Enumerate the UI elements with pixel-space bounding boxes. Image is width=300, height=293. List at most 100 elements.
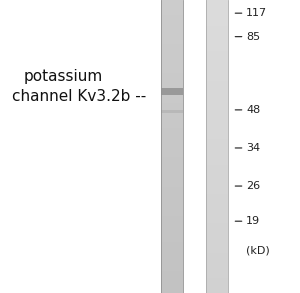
Bar xyxy=(160,216,183,220)
Bar xyxy=(160,0,183,4)
Bar xyxy=(160,4,183,7)
Bar xyxy=(160,202,183,205)
Bar xyxy=(160,121,183,125)
Bar xyxy=(206,114,228,117)
Bar xyxy=(206,135,228,139)
Bar xyxy=(160,143,183,146)
Text: potassium: potassium xyxy=(24,69,103,84)
Text: 117: 117 xyxy=(246,8,267,18)
Bar xyxy=(206,128,228,132)
Bar xyxy=(160,62,183,66)
Bar xyxy=(160,278,183,282)
Bar xyxy=(206,227,228,231)
Bar xyxy=(206,168,228,172)
Bar xyxy=(160,110,183,113)
Bar xyxy=(206,202,228,205)
Bar xyxy=(160,161,183,165)
Bar xyxy=(160,260,183,264)
Bar xyxy=(206,253,228,256)
Bar xyxy=(160,59,183,62)
Bar xyxy=(206,158,228,161)
Bar xyxy=(160,264,183,267)
Bar xyxy=(206,81,228,84)
Text: 19: 19 xyxy=(246,216,260,226)
Bar xyxy=(206,40,228,44)
Bar xyxy=(206,234,228,238)
Bar xyxy=(160,117,183,121)
Bar xyxy=(160,168,183,172)
Bar xyxy=(160,238,183,242)
Bar xyxy=(160,223,183,227)
Bar xyxy=(160,139,183,143)
Bar xyxy=(160,220,183,224)
Bar xyxy=(206,139,228,143)
Bar xyxy=(160,132,183,135)
Bar xyxy=(160,234,183,238)
Bar xyxy=(160,165,183,168)
Bar xyxy=(206,132,228,135)
Bar xyxy=(206,106,228,110)
Bar xyxy=(206,33,228,37)
Bar xyxy=(206,44,228,47)
Bar xyxy=(206,70,228,73)
Bar xyxy=(160,172,183,176)
Bar xyxy=(206,179,228,183)
Bar xyxy=(206,125,228,128)
Bar xyxy=(160,110,183,113)
Bar xyxy=(160,190,183,194)
Bar xyxy=(206,59,228,62)
Bar xyxy=(206,271,228,275)
Bar xyxy=(206,198,228,202)
Bar xyxy=(206,278,228,282)
Bar xyxy=(160,7,183,11)
Bar xyxy=(160,125,183,128)
Bar xyxy=(160,231,183,234)
Bar xyxy=(206,103,228,106)
Bar xyxy=(160,154,183,157)
Bar xyxy=(160,55,183,59)
Bar xyxy=(160,179,183,183)
Bar xyxy=(160,187,183,190)
Bar xyxy=(160,47,183,51)
Bar xyxy=(160,11,183,15)
Bar xyxy=(160,286,183,289)
Bar xyxy=(206,242,228,246)
Bar xyxy=(206,190,228,194)
Bar xyxy=(160,73,183,77)
Bar xyxy=(206,37,228,40)
Bar xyxy=(160,205,183,209)
Bar xyxy=(206,260,228,264)
Bar xyxy=(160,91,183,95)
Bar xyxy=(160,150,183,154)
Bar xyxy=(160,29,183,33)
Bar xyxy=(160,246,183,249)
Bar xyxy=(206,47,228,51)
Bar xyxy=(160,22,183,25)
Bar xyxy=(206,165,228,168)
Bar xyxy=(160,198,183,202)
Bar xyxy=(206,282,228,286)
Bar xyxy=(206,99,228,103)
Bar xyxy=(206,15,228,18)
Bar xyxy=(160,289,183,293)
Bar xyxy=(206,18,228,22)
Bar xyxy=(206,231,228,234)
Bar xyxy=(206,91,228,95)
Bar xyxy=(160,26,183,29)
Bar xyxy=(160,275,183,278)
Bar xyxy=(206,238,228,242)
Bar xyxy=(206,161,228,165)
Bar xyxy=(206,66,228,70)
Bar xyxy=(160,99,183,103)
Bar xyxy=(160,51,183,55)
Bar xyxy=(160,209,183,212)
Bar xyxy=(160,256,183,260)
Bar xyxy=(206,205,228,209)
Bar xyxy=(206,121,228,125)
Bar xyxy=(160,106,183,110)
Bar xyxy=(206,11,228,15)
Bar xyxy=(160,135,183,139)
Bar xyxy=(160,128,183,132)
Bar xyxy=(206,4,228,7)
Bar xyxy=(160,33,183,37)
